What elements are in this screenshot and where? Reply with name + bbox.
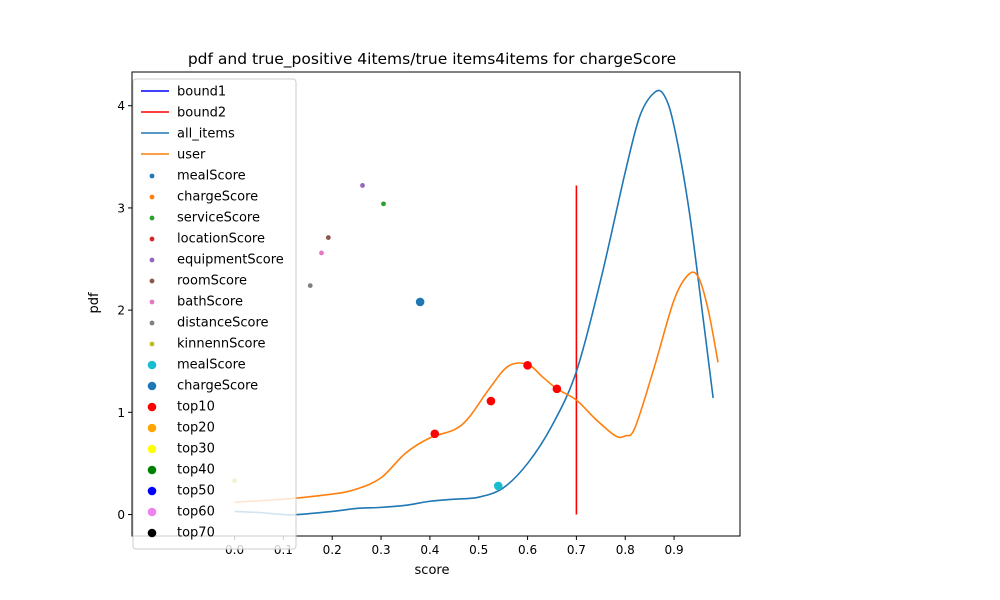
legend-swatch-top70 — [147, 528, 157, 538]
x-tick-label: 0.9 — [665, 543, 684, 557]
point-equipmentscore-small-0 — [360, 183, 365, 188]
legend-label-top50: top50 — [177, 484, 215, 499]
lines-layer — [234, 89, 719, 516]
x-tick-label: 0.7 — [567, 543, 586, 557]
legend-label-top70: top70 — [177, 526, 215, 541]
legend-swatch-top40 — [147, 465, 157, 475]
legend-swatch-distancescore — [149, 320, 155, 326]
legend-label-bathscore: bathScore — [177, 295, 243, 310]
legend-label-mealscore: mealScore — [177, 358, 246, 373]
point-top10-large-2 — [523, 361, 532, 370]
x-tick-label: 0.6 — [518, 543, 537, 557]
legend-label-mealscore: mealScore — [177, 169, 246, 184]
x-axis-label: score — [415, 563, 450, 578]
series-line-user — [234, 271, 719, 504]
point-top10-large-0 — [430, 429, 440, 439]
legend-swatch-equipmentscore — [149, 257, 155, 263]
x-tick-label: 0.8 — [616, 543, 635, 557]
x-tick-label: 0.2 — [323, 543, 342, 557]
legend-swatch-top60 — [147, 507, 157, 517]
legend-label-servicescore: serviceScore — [177, 211, 260, 226]
legend-swatch-bathscore — [149, 299, 155, 305]
point-top10-large-3 — [552, 384, 562, 394]
series-line-all-items — [234, 89, 714, 516]
legend-swatch-servicescore — [149, 215, 155, 221]
y-axis-label: pdf — [87, 292, 102, 314]
plot-frame — [131, 71, 741, 537]
point-mealscore-large-0 — [493, 481, 503, 491]
legend-box — [132, 78, 297, 550]
legend-swatch-chargescore — [147, 381, 157, 391]
legend-swatch-top30 — [147, 444, 157, 454]
legend-label-chargescore: chargeScore — [177, 190, 258, 205]
legend-swatch-roomscore — [149, 278, 155, 284]
legend-label-equipmentscore: equipmentScore — [177, 253, 284, 268]
legend-swatch-top10 — [147, 402, 157, 412]
legend-label-top30: top30 — [177, 442, 215, 457]
legend-label-top20: top20 — [177, 421, 215, 436]
legend-swatch-locationscore — [149, 236, 155, 242]
x-tick-label: 0.4 — [420, 543, 439, 557]
y-tick-label: 2 — [117, 304, 125, 318]
x-tick-label: 0.5 — [469, 543, 488, 557]
points-layer — [232, 183, 562, 491]
legend-label-all-items: all_items — [177, 127, 235, 142]
legend-label-bound2: bound2 — [177, 106, 226, 121]
y-tick-label: 0 — [117, 508, 125, 522]
point-roomscore-small-0 — [325, 235, 331, 240]
point-distancescore-small-0 — [307, 283, 313, 289]
legend-label-top40: top40 — [177, 463, 215, 478]
point-chargescore-large-0 — [415, 297, 425, 307]
legend-swatch-top20 — [147, 423, 157, 433]
legend-swatch-chargescore — [149, 194, 155, 200]
point-servicescore-small-0 — [381, 201, 386, 207]
x-tick-label: 0.3 — [372, 543, 391, 557]
legend-label-locationscore: locationScore — [177, 232, 265, 247]
point-bathscore-small-0 — [319, 250, 324, 256]
y-tick-label: 1 — [117, 406, 125, 420]
legend-label-distancescore: distanceScore — [177, 316, 269, 331]
y-tick-label: 3 — [117, 201, 125, 215]
y-tick-label: 4 — [117, 99, 125, 113]
legend-label-kinnennscore: kinnennScore — [177, 337, 266, 352]
y-axis: 0 1 2 3 4 — [117, 99, 132, 522]
legend-swatch-mealscore — [147, 360, 157, 370]
legend-swatch-mealscore — [149, 173, 155, 179]
point-top10-large-1 — [486, 396, 496, 406]
legend-label-bound1: bound1 — [177, 85, 226, 100]
legend-label-top60: top60 — [177, 505, 215, 520]
legend-swatch-kinnennscore — [149, 341, 155, 347]
chart-title: pdf and true_positive 4items/true items4… — [188, 50, 676, 69]
legend-label-top10: top10 — [177, 400, 215, 415]
legend-label-user: user — [177, 148, 206, 163]
legend-label-roomscore: roomScore — [177, 274, 247, 289]
legend-label-chargescore: chargeScore — [177, 379, 258, 394]
legend-swatch-top50 — [147, 486, 157, 496]
